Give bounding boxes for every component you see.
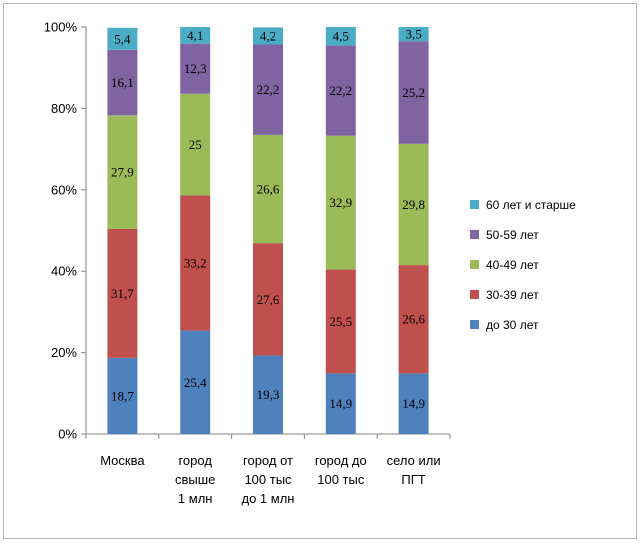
x-category-label: город свыше 1 млн: [175, 453, 215, 506]
bar-data-label: 19,3: [257, 387, 280, 402]
bar-data-label: 5,4: [114, 31, 131, 46]
x-axis-category-labels: Москва город свыше 1 млн город от 100 тыс до 1…: [100, 453, 440, 506]
bar-data-label: 4,1: [187, 28, 203, 43]
x-category-label-line: город до: [315, 453, 367, 468]
bar-segment: [180, 195, 211, 331]
x-category-label-line: город от: [243, 453, 293, 468]
bar-data-label: 32,9: [329, 195, 352, 210]
bar-data-label: 16,1: [111, 75, 134, 90]
x-category-label-line: до 1 млн: [242, 491, 295, 506]
bar-data-label: 29,8: [402, 197, 425, 212]
bar-segment: [398, 41, 429, 144]
bar-data-label: 27,9: [111, 165, 134, 180]
bar-segment: [398, 27, 429, 42]
bar-segment: [107, 228, 138, 358]
bar-data-label: 3,5: [405, 27, 421, 42]
bar-data-label: 25,4: [184, 375, 207, 390]
x-category-label: Москва: [100, 453, 145, 468]
bar-data-label: 26,6: [257, 181, 280, 196]
bar-segment: [398, 265, 429, 374]
bar-segment: [253, 355, 283, 434]
bar-data-label: 25: [189, 137, 202, 152]
x-category-label: город до 100 тыс: [315, 453, 367, 487]
legend-swatch: [470, 260, 479, 269]
legend-swatch: [470, 200, 479, 209]
legend-swatch: [470, 290, 479, 299]
bar-data-label: 4,5: [333, 29, 349, 44]
chart-bars: [107, 27, 429, 434]
chart-axes: 0% 20% 40% 60% 80% 100%: [44, 20, 451, 442]
y-tick-label: 20%: [51, 345, 77, 360]
bar-segment: [398, 143, 429, 266]
bar-segment: [253, 243, 283, 356]
bar-segment: [253, 134, 283, 244]
bar-data-label: 22,2: [257, 82, 280, 97]
bar-segment: [325, 269, 356, 374]
legend-label: 50-59 лет: [486, 228, 539, 242]
bar-segment: [180, 27, 211, 44]
legend-label: 40-49 лет: [486, 258, 539, 272]
x-category-label-line: 1 млн: [178, 491, 213, 506]
legend-label: 30-39 лет: [486, 288, 539, 302]
bar-segment: [107, 115, 138, 229]
bar-data-label: 22,2: [329, 83, 352, 98]
x-category-label: город от 100 тыс до 1 млн: [242, 453, 295, 506]
y-tick-label: 80%: [51, 101, 77, 116]
x-category-label-line: село или: [387, 453, 441, 468]
bar-segment: [180, 93, 211, 196]
bar-segment: [398, 373, 429, 434]
bar-data-label: 26,6: [402, 312, 425, 327]
bar-data-label: 25,2: [402, 85, 425, 100]
legend-label: до 30 лет: [486, 318, 539, 332]
legend-swatch: [470, 320, 479, 329]
bar-segment: [325, 135, 356, 270]
y-tick-label: 60%: [51, 182, 77, 197]
x-category-label-line: свыше: [175, 472, 215, 487]
x-category-label-line: 100 тыс: [244, 472, 292, 487]
x-category-label-line: город: [178, 453, 212, 468]
y-tick-label: 40%: [51, 264, 77, 279]
bar-segment: [253, 27, 283, 45]
bar-segment: [253, 44, 283, 135]
bar-segment: [107, 49, 138, 116]
bar-segment: [107, 357, 138, 434]
bar-data-label: 14,9: [329, 396, 352, 411]
y-tick-label: 0%: [58, 427, 77, 442]
bar-data-label: 4,2: [260, 28, 276, 43]
x-category-label: село или ПГТ: [387, 453, 441, 487]
bar-data-label: 14,9: [402, 396, 425, 411]
legend-label: 60 лет и старше: [486, 198, 576, 212]
y-tick-label: 100%: [44, 20, 78, 35]
bar-segment: [325, 45, 356, 136]
bar-segment: [180, 43, 211, 94]
chart-data-labels: 18,7 31,7 27,9 16,1 5,4 25,4 33,2 25 12,3 4,1 19,3…: [111, 27, 425, 412]
legend-swatch: [470, 230, 479, 239]
x-category-label-line: Москва: [100, 453, 145, 468]
bar-data-label: 33,2: [184, 256, 207, 271]
bar-segment: [325, 373, 356, 434]
bar-data-label: 12,3: [184, 61, 207, 76]
bar-segment: [180, 330, 211, 434]
bar-data-label: 31,7: [111, 286, 134, 301]
x-category-label-line: 100 тыс: [317, 472, 365, 487]
bar-segment: [107, 27, 138, 50]
x-category-label-line: ПГТ: [401, 472, 425, 487]
bar-data-label: 27,6: [257, 292, 280, 307]
bar-data-label: 18,7: [111, 388, 134, 403]
chart-legend: 60 лет и старше 50-59 лет 40-49 лет 30-39 л…: [470, 198, 576, 332]
bar-segment: [325, 27, 356, 46]
bar-data-label: 25,5: [329, 314, 352, 329]
